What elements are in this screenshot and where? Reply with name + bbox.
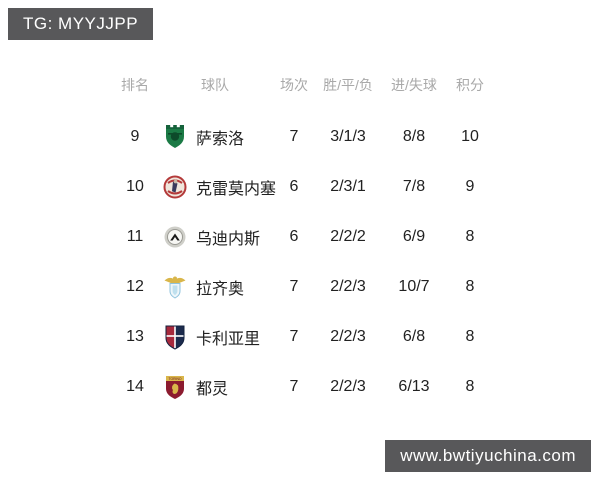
table-body: 9 萨索洛 7 3/1/3 8/8 10 10 克雷莫内塞 6 2/3/1 7/… [110,112,490,412]
team-name: 拉齐奥 [196,281,245,298]
played-cell: 6 [289,228,299,245]
torino-badge: TORINO [162,374,188,401]
team-name: 乌迪内斯 [196,231,261,248]
played-cell: 7 [289,278,299,295]
points-cell: 8 [465,228,475,245]
table-row: 13 卡利亚里 7 2/2/3 6/8 8 [110,312,490,362]
rank-cell: 11 [126,228,144,245]
column-header-rank: 排名 [121,77,149,93]
team-name: 克雷莫内塞 [196,181,277,198]
team-cell: 拉齐奥 [160,274,270,301]
table-row: 14 TORINO 都灵 7 2/2/3 6/13 8 [110,362,490,412]
points-cell: 8 [465,278,475,295]
table-row: 11 乌迪内斯 6 2/2/2 6/9 8 [110,212,490,262]
wdl-cell: 2/3/1 [330,178,366,195]
team-cell: 萨索洛 [160,124,270,151]
rank-cell: 10 [126,178,144,195]
goals-cell: 6/9 [402,228,426,245]
wdl-cell: 3/1/3 [330,128,366,145]
rank-cell: 14 [126,378,144,395]
goals-cell: 8/8 [402,128,426,145]
played-cell: 7 [289,128,299,145]
sassuolo-badge [162,124,188,151]
torino-badge-text: TORINO [168,377,181,381]
wdl-cell: 2/2/3 [330,328,366,345]
played-cell: 6 [289,178,299,195]
team-name: 卡利亚里 [196,331,261,348]
goals-cell: 7/8 [402,178,426,195]
table-row: 12 拉齐奥 7 2/2/3 10/7 8 [110,262,490,312]
rank-cell: 13 [126,328,144,345]
points-cell: 9 [465,178,475,195]
played-cell: 7 [289,378,299,395]
rank-cell: 12 [126,278,144,295]
table-row: 9 萨索洛 7 3/1/3 8/8 10 [110,112,490,162]
column-header-played: 场次 [280,77,308,93]
wdl-cell: 2/2/3 [330,278,366,295]
team-cell: 乌迪内斯 [160,224,270,251]
wdl-cell: 2/2/2 [330,228,366,245]
column-header-goals: 进/失球 [391,77,437,93]
cremonese-badge [162,174,188,201]
goals-cell: 6/13 [398,378,430,395]
league-standings-table: 排名 球队 场次 胜/平/负 进/失球 积分 9 萨索洛 7 3/1/3 8/8… [110,72,490,412]
watermark-top-left: TG: MYYJJPP [8,8,154,40]
goals-cell: 6/8 [402,328,426,345]
lazio-badge [162,274,188,301]
team-cell: 克雷莫内塞 [160,174,276,201]
table-row: 10 克雷莫内塞 6 2/3/1 7/8 9 [110,162,490,212]
points-cell: 10 [461,128,479,145]
watermark-bottom-right: www.bwtiyuchina.com [385,440,591,472]
team-cell: 卡利亚里 [160,324,270,351]
column-header-points: 积分 [456,77,484,93]
team-cell: TORINO 都灵 [160,374,270,401]
column-header-wdl: 胜/平/负 [323,77,373,93]
points-cell: 8 [465,328,475,345]
column-header-team: 球队 [201,77,229,93]
cagliari-badge [162,324,188,351]
points-cell: 8 [465,378,475,395]
rank-cell: 9 [130,128,140,145]
table-header-row: 排名 球队 场次 胜/平/负 进/失球 积分 [110,72,490,98]
team-name: 萨索洛 [196,131,245,148]
goals-cell: 10/7 [398,278,430,295]
team-name: 都灵 [196,381,229,398]
udinese-badge [162,224,188,251]
played-cell: 7 [289,328,299,345]
wdl-cell: 2/2/3 [330,378,366,395]
